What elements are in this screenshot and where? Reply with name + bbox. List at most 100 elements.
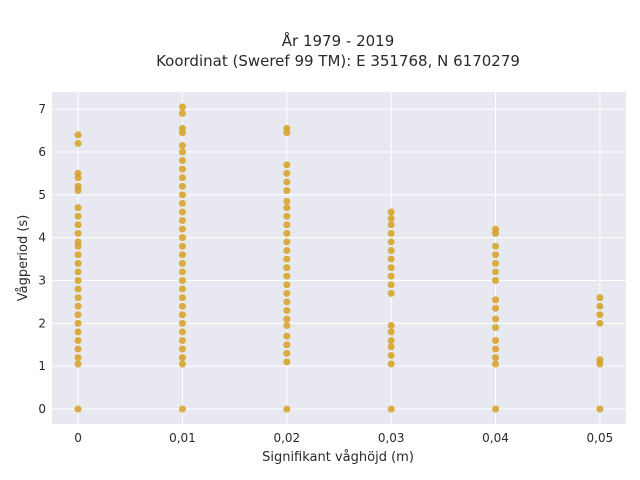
data-point <box>283 255 291 263</box>
data-point <box>178 311 186 319</box>
data-point <box>74 360 82 368</box>
data-point <box>178 191 186 199</box>
data-point <box>492 405 500 413</box>
data-point <box>283 321 291 329</box>
plot-area <box>52 92 626 424</box>
data-point <box>387 208 395 216</box>
data-point <box>74 285 82 293</box>
y-tick-label: 3 <box>38 273 46 287</box>
data-point <box>178 129 186 137</box>
y-tick-label: 4 <box>38 231 46 245</box>
data-point <box>596 360 604 368</box>
data-point <box>178 294 186 302</box>
data-point <box>283 341 291 349</box>
data-point <box>387 272 395 280</box>
data-point <box>492 360 500 368</box>
data-point <box>74 139 82 147</box>
x-axis-ticks: 0 0,01 0,02 0,03 0,04 0,05 <box>74 431 613 445</box>
data-point <box>492 315 500 323</box>
x-tick-label: 0,02 <box>273 431 300 445</box>
data-point <box>387 255 395 263</box>
data-point <box>492 276 500 284</box>
data-point <box>283 221 291 229</box>
data-point <box>492 296 500 304</box>
data-point <box>178 276 186 284</box>
data-point <box>283 169 291 177</box>
data-point <box>596 302 604 310</box>
data-point <box>283 349 291 357</box>
data-point <box>283 197 291 205</box>
data-point <box>178 217 186 225</box>
data-point <box>387 289 395 297</box>
data-point <box>283 187 291 195</box>
data-point <box>596 319 604 327</box>
data-point <box>74 405 82 413</box>
data-point <box>283 129 291 137</box>
data-point <box>387 281 395 289</box>
y-tick-label: 2 <box>38 316 46 330</box>
data-point <box>387 214 395 222</box>
data-point <box>387 405 395 413</box>
data-point <box>74 212 82 220</box>
data-point <box>74 328 82 336</box>
data-point <box>283 204 291 212</box>
data-point <box>387 247 395 255</box>
data-point <box>596 311 604 319</box>
data-point <box>178 302 186 310</box>
data-point <box>178 103 186 111</box>
data-point <box>387 360 395 368</box>
data-point <box>492 324 500 332</box>
data-point <box>178 109 186 117</box>
data-point <box>387 264 395 272</box>
x-axis-title: Signifikant våghöjd (m) <box>262 450 414 465</box>
data-point <box>492 251 500 259</box>
data-point <box>387 343 395 351</box>
data-point <box>178 157 186 165</box>
data-point <box>387 351 395 359</box>
data-point <box>178 142 186 150</box>
data-point <box>178 225 186 233</box>
data-point <box>74 242 82 250</box>
data-point <box>492 304 500 312</box>
data-point <box>596 294 604 302</box>
data-point <box>178 165 186 173</box>
data-point <box>74 311 82 319</box>
x-tick-label: 0,04 <box>482 431 509 445</box>
data-point <box>74 229 82 237</box>
data-point <box>178 148 186 156</box>
data-point <box>74 251 82 259</box>
y-tick-label: 1 <box>38 359 46 373</box>
gridlines <box>52 92 626 424</box>
data-point <box>387 321 395 329</box>
data-point <box>283 229 291 237</box>
data-point <box>283 332 291 340</box>
y-tick-label: 5 <box>38 188 46 202</box>
data-point <box>74 276 82 284</box>
data-point <box>178 285 186 293</box>
data-point <box>283 306 291 314</box>
data-point <box>178 251 186 259</box>
data-point <box>492 345 500 353</box>
data-point <box>283 212 291 220</box>
y-tick-label: 6 <box>38 145 46 159</box>
data-point <box>283 281 291 289</box>
data-point <box>74 131 82 139</box>
data-point <box>387 238 395 246</box>
data-point <box>178 328 186 336</box>
data-point <box>178 268 186 276</box>
data-point <box>283 298 291 306</box>
data-point <box>178 319 186 327</box>
x-tick-label: 0 <box>74 431 82 445</box>
data-point <box>387 328 395 336</box>
data-point <box>492 354 500 362</box>
data-point <box>492 268 500 276</box>
x-tick-label: 0,05 <box>587 431 614 445</box>
data-point <box>283 238 291 246</box>
data-point <box>283 272 291 280</box>
data-point <box>178 182 186 190</box>
data-point <box>283 405 291 413</box>
y-axis-ticks: 0 1 2 3 4 5 6 7 <box>38 102 46 416</box>
data-point <box>283 289 291 297</box>
data-point <box>283 247 291 255</box>
data-point <box>74 345 82 353</box>
